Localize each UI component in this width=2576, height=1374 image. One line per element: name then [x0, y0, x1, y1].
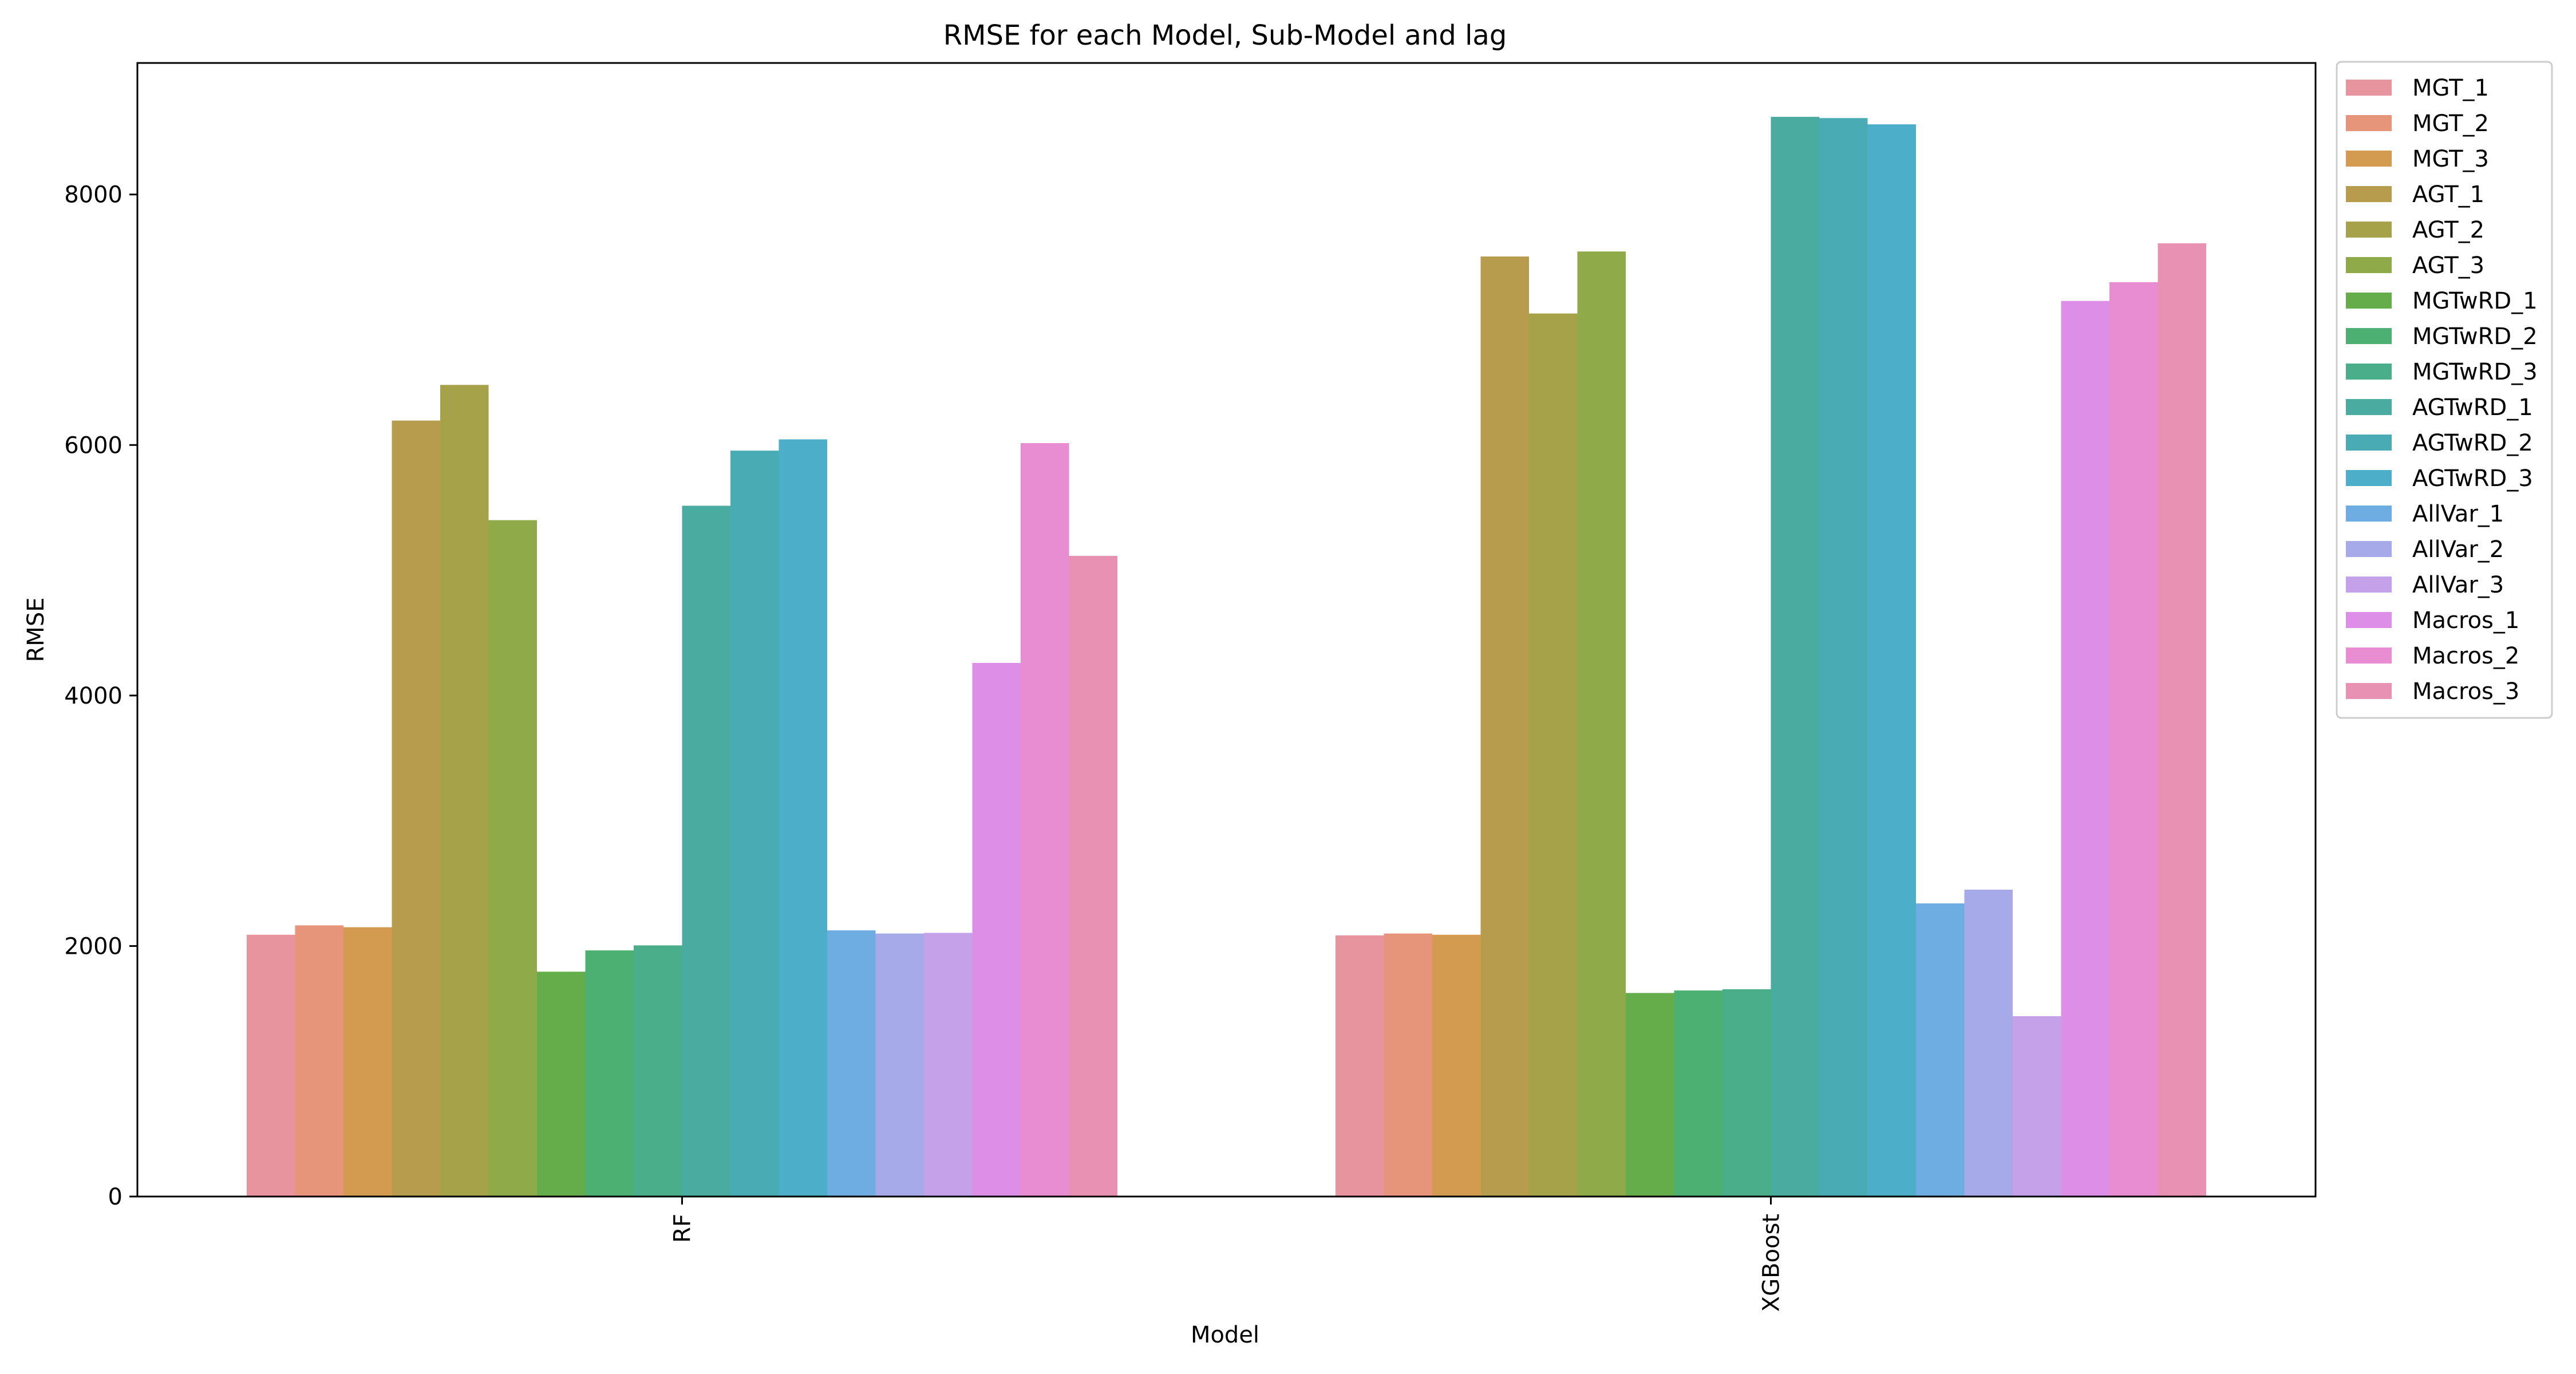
bar-rf-agt-1	[392, 420, 440, 1197]
bar-xgboost-mgtwrd-1	[1626, 993, 1674, 1197]
legend-swatch	[2346, 364, 2392, 380]
y-axis-label: RMSE	[23, 598, 49, 662]
bar-xgboost-mgtwrd-2	[1674, 990, 1722, 1197]
legend-label: MGTwRD_2	[2412, 323, 2538, 350]
bar-rf-mgt-2	[295, 925, 343, 1197]
x-tick-label-xgboost: XGBoost	[1759, 1214, 1785, 1312]
bar-xgboost-mgt-1	[1336, 935, 1384, 1197]
legend-label: AGT_1	[2412, 181, 2484, 208]
bar-rf-mgtwrd-2	[585, 950, 634, 1197]
legend-swatch	[2346, 506, 2392, 522]
y-tick-label: 0	[108, 1184, 123, 1210]
bar-rf-allvar-2	[875, 933, 924, 1197]
bar-rf-macros-1	[972, 662, 1021, 1197]
bar-xgboost-mgt-2	[1384, 933, 1432, 1197]
legend-swatch	[2346, 470, 2392, 486]
legend-label: AGTwRD_2	[2412, 430, 2533, 456]
legend-swatch	[2346, 222, 2392, 238]
legend-label: AGT_2	[2412, 217, 2484, 243]
legend-label: AllVar_3	[2412, 572, 2504, 598]
bar-rf-macros-3	[1069, 555, 1117, 1197]
bar-rf-agtwrd-1	[682, 506, 730, 1197]
legend-swatch	[2346, 399, 2392, 415]
chart-title: RMSE for each Model, Sub-Model and lag	[943, 19, 1507, 52]
bar-xgboost-allvar-3	[2013, 1016, 2061, 1197]
plot-area: 0 2000 4000 6000 8000 RF XGBoost	[64, 62, 2317, 1312]
legend: MGT_1 MGT_2 MGT_3 AGT_1 AGT_2 AGT_3 MGTwRD_1 MG…	[2336, 61, 2553, 719]
legend-swatch	[2346, 435, 2392, 451]
legend-label: AGTwRD_1	[2412, 394, 2533, 421]
bar-rf-agt-2	[440, 385, 489, 1197]
x-tick-label-rf: RF	[670, 1214, 696, 1243]
legend-swatch	[2346, 328, 2392, 344]
bar-rf-mgtwrd-1	[537, 972, 586, 1197]
legend-swatch	[2346, 577, 2392, 593]
bar-rf-mgt-3	[343, 927, 392, 1197]
bar-xgboost-mgt-3	[1432, 934, 1481, 1197]
legend-swatch	[2346, 80, 2392, 96]
y-axis: 0 2000 4000 6000 8000	[64, 182, 137, 1210]
legend-label: MGT_3	[2412, 146, 2489, 172]
legend-swatch	[2346, 151, 2392, 167]
plot-frame	[136, 62, 2317, 1198]
legend-label: MGTwRD_3	[2412, 359, 2538, 385]
legend-label: Macros_2	[2412, 643, 2519, 669]
bar-xgboost-agtwrd-1	[1771, 117, 1819, 1197]
bar-rf-macros-2	[1021, 443, 1069, 1197]
legend-swatch	[2346, 612, 2392, 628]
y-tick-label: 6000	[64, 432, 123, 459]
legend-label: Macros_3	[2412, 678, 2519, 705]
y-tick-label: 2000	[64, 933, 123, 960]
legend-label: AGT_3	[2412, 252, 2484, 279]
legend-swatch	[2346, 541, 2392, 557]
bar-rf-allvar-3	[924, 933, 973, 1197]
bar-rf-agtwrd-3	[779, 439, 827, 1197]
x-axis-label: Model	[1191, 1322, 1259, 1348]
x-axis: RF XGBoost	[670, 1197, 1785, 1312]
legend-label: AGTwRD_3	[2412, 465, 2533, 492]
legend-label: Macros_1	[2412, 607, 2519, 634]
legend-swatch	[2346, 683, 2392, 699]
legend-swatch	[2346, 115, 2392, 131]
bar-xgboost-macros-2	[2109, 282, 2158, 1197]
bar-xgboost-allvar-2	[1964, 889, 2013, 1197]
bar-xgboost-macros-1	[2061, 301, 2109, 1197]
legend-swatch	[2346, 186, 2392, 202]
bar-xgboost-macros-3	[2158, 243, 2206, 1197]
bar-xgboost-agtwrd-3	[1867, 124, 1916, 1197]
bar-xgboost-agt-2	[1529, 313, 1578, 1197]
bars-group	[247, 117, 2206, 1197]
bar-xgboost-agtwrd-2	[1819, 118, 1868, 1197]
bar-rf-mgtwrd-3	[634, 945, 682, 1197]
legend-label: AllVar_2	[2412, 536, 2504, 563]
legend-label: MGTwRD_1	[2412, 288, 2538, 314]
bar-xgboost-mgtwrd-3	[1722, 989, 1771, 1197]
bar-xgboost-allvar-1	[1916, 903, 1965, 1197]
legend-label: MGT_2	[2412, 110, 2489, 137]
y-tick-label: 8000	[64, 182, 123, 208]
legend-swatch	[2346, 257, 2392, 273]
bar-rf-mgt-1	[247, 934, 295, 1197]
legend-swatch	[2346, 647, 2392, 664]
legend-swatch	[2346, 293, 2392, 309]
bar-xgboost-agt-3	[1577, 251, 1626, 1197]
y-tick-label: 4000	[64, 683, 123, 709]
bar-rf-allvar-1	[827, 930, 876, 1197]
bar-xgboost-agt-1	[1480, 256, 1529, 1197]
bar-rf-agt-3	[488, 520, 537, 1197]
legend-label: MGT_1	[2412, 75, 2489, 101]
legend-label: AllVar_1	[2412, 501, 2504, 527]
bar-rf-agtwrd-2	[730, 451, 779, 1197]
